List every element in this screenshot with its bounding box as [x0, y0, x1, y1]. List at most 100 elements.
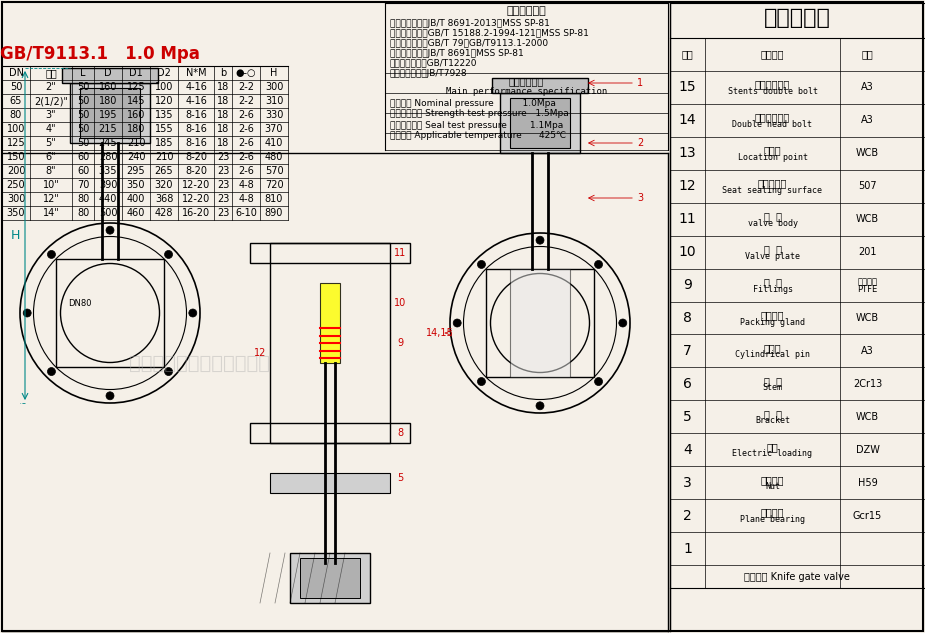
Bar — [250, 243, 410, 263]
Text: 适用温度 Applicable temperature      425℃: 适用温度 Applicable temperature 425℃ — [390, 132, 566, 141]
Text: 4-16: 4-16 — [185, 82, 207, 92]
Text: 填料压盖: 填料压盖 — [760, 310, 784, 320]
Text: 供货规范标准：JB/T7928: 供货规范标准：JB/T7928 — [390, 68, 468, 77]
Text: 8-20: 8-20 — [185, 152, 207, 162]
Circle shape — [619, 319, 627, 327]
Text: 18: 18 — [216, 96, 229, 106]
Text: 6-10: 6-10 — [235, 208, 257, 218]
Text: 材质: 材质 — [861, 49, 873, 60]
Text: 3": 3" — [45, 110, 56, 120]
Text: 50: 50 — [77, 124, 89, 134]
Text: 18: 18 — [216, 110, 229, 120]
Circle shape — [47, 368, 56, 375]
Text: Stents double bolt: Stents double bolt — [727, 87, 818, 96]
Text: D: D — [105, 68, 112, 78]
Text: Cylindrical pin: Cylindrical pin — [735, 351, 810, 360]
Text: 15: 15 — [679, 80, 697, 94]
Text: 120: 120 — [154, 96, 173, 106]
Text: Stem: Stem — [762, 384, 783, 392]
Text: 2-6: 2-6 — [238, 124, 254, 134]
Text: 160: 160 — [127, 110, 145, 120]
Text: 155: 155 — [154, 124, 173, 134]
Text: 215: 215 — [99, 124, 117, 134]
Text: 507: 507 — [858, 181, 877, 191]
Text: 300: 300 — [265, 82, 283, 92]
Bar — [320, 283, 340, 363]
Text: 185: 185 — [154, 138, 173, 148]
Text: H: H — [10, 229, 19, 242]
Text: 上海湖泵阀门集团有限公司: 上海湖泵阀门集团有限公司 — [130, 353, 270, 372]
Circle shape — [477, 260, 486, 268]
Text: 50: 50 — [10, 82, 22, 92]
Text: 8": 8" — [45, 166, 56, 176]
Text: 23: 23 — [216, 194, 229, 204]
Text: 160: 160 — [99, 82, 117, 92]
Circle shape — [595, 377, 602, 385]
Text: 23: 23 — [216, 208, 229, 218]
Text: 9: 9 — [683, 278, 692, 292]
Text: 2-2: 2-2 — [238, 96, 254, 106]
Text: 8-20: 8-20 — [185, 166, 207, 176]
Text: 支  架: 支 架 — [763, 409, 782, 419]
Text: 180: 180 — [127, 124, 145, 134]
Text: 440: 440 — [99, 194, 117, 204]
Text: 125: 125 — [6, 138, 25, 148]
Text: 压力试验标准：JB/T 8691，MSS SP-81: 压力试验标准：JB/T 8691，MSS SP-81 — [390, 49, 524, 58]
Text: Double head bolt: Double head bolt — [733, 120, 812, 129]
Text: 4: 4 — [684, 442, 692, 457]
Text: GB/T9113.1   1.0 Mpa: GB/T9113.1 1.0 Mpa — [0, 45, 200, 63]
Text: Plane bearing: Plane bearing — [740, 515, 805, 524]
Text: 电装: 电装 — [767, 442, 778, 452]
Text: 295: 295 — [127, 166, 145, 176]
Text: 10": 10" — [43, 180, 59, 190]
Text: Seat sealing surface: Seat sealing surface — [722, 185, 822, 195]
Bar — [290, 553, 370, 603]
Text: 3: 3 — [637, 193, 643, 203]
Text: 200: 200 — [6, 166, 25, 176]
Text: Electric loading: Electric loading — [733, 449, 812, 458]
Text: 9: 9 — [397, 338, 403, 348]
Text: 2(1/2)": 2(1/2)" — [34, 96, 68, 106]
Text: 890: 890 — [265, 208, 283, 218]
Text: 1: 1 — [637, 78, 643, 88]
Text: 150: 150 — [6, 152, 25, 162]
Text: 210: 210 — [127, 138, 145, 148]
Text: 8: 8 — [397, 428, 403, 438]
Text: 14": 14" — [43, 208, 59, 218]
Text: 三爪螺母: 三爪螺母 — [760, 475, 784, 485]
Text: 135: 135 — [154, 110, 173, 120]
Circle shape — [477, 377, 486, 385]
Text: 720: 720 — [265, 180, 283, 190]
Text: 序号: 序号 — [682, 49, 694, 60]
Text: 23: 23 — [216, 180, 229, 190]
Text: DZW: DZW — [856, 445, 880, 454]
Text: 50: 50 — [77, 110, 89, 120]
Text: Gcr15: Gcr15 — [853, 511, 882, 521]
Text: 10: 10 — [679, 245, 697, 259]
Text: ●-○: ●-○ — [236, 68, 256, 78]
Text: 570: 570 — [265, 166, 283, 176]
Text: 填  料: 填 料 — [763, 277, 782, 287]
Text: valve body: valve body — [747, 218, 797, 228]
Text: 60: 60 — [77, 166, 89, 176]
Text: 18: 18 — [216, 82, 229, 92]
Text: 4": 4" — [45, 124, 56, 134]
Text: 370: 370 — [265, 124, 283, 134]
Circle shape — [106, 392, 114, 400]
Bar — [492, 78, 588, 93]
Text: 英寸: 英寸 — [45, 68, 56, 78]
Text: 阀  板: 阀 板 — [763, 244, 782, 254]
Text: 6": 6" — [45, 152, 56, 162]
Text: 250: 250 — [6, 180, 25, 190]
Text: 支架双头螺栓: 支架双头螺栓 — [755, 79, 790, 89]
Bar — [510, 98, 570, 148]
Text: 强度试验压力 Strength test pressure   1.5Mpa: 强度试验压力 Strength test pressure 1.5Mpa — [390, 110, 569, 118]
Text: 5: 5 — [397, 473, 403, 483]
Text: Main performance specification: Main performance specification — [446, 87, 607, 96]
Circle shape — [165, 368, 173, 375]
Bar — [486, 269, 594, 377]
Text: 2-6: 2-6 — [238, 110, 254, 120]
Text: 50: 50 — [77, 82, 89, 92]
Text: 280: 280 — [99, 152, 117, 162]
Text: 80: 80 — [77, 208, 89, 218]
